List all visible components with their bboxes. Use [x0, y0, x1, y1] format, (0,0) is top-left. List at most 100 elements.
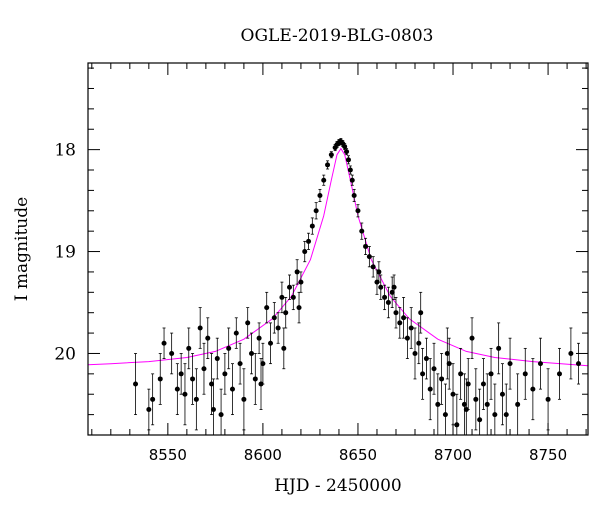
- x-tick-label: 8700: [434, 446, 472, 464]
- data-point: [530, 358, 536, 421]
- data-point: [222, 353, 228, 395]
- data-point: [420, 347, 426, 400]
- y-tick-label: 19: [54, 243, 76, 263]
- data-point: [169, 332, 175, 375]
- data-point: [446, 337, 452, 390]
- y-tick-label: 18: [54, 141, 76, 161]
- data-point: [393, 297, 399, 329]
- data-point: [427, 358, 433, 421]
- data-point: [444, 327, 450, 380]
- data-points-layer: [133, 138, 581, 436]
- data-point: [359, 222, 365, 240]
- model-curve-layer: [87, 147, 589, 367]
- data-point: [133, 353, 139, 416]
- data-point: [302, 240, 308, 263]
- x-tick-label: 8750: [529, 446, 567, 464]
- data-point: [342, 143, 348, 151]
- data-point: [349, 174, 355, 186]
- data-point: [214, 337, 220, 380]
- data-point: [321, 174, 327, 186]
- data-point: [229, 363, 235, 416]
- data-point: [515, 373, 521, 436]
- data-point: [210, 378, 216, 436]
- data-point: [226, 327, 232, 370]
- data-point: [408, 307, 414, 349]
- data-point: [178, 353, 184, 395]
- data-point: [344, 148, 350, 156]
- data-point: [431, 342, 437, 395]
- data-point: [503, 383, 509, 436]
- data-point: [328, 151, 334, 159]
- data-point: [313, 202, 319, 220]
- data-point: [351, 188, 357, 203]
- data-point: [488, 347, 494, 400]
- data-point: [209, 353, 215, 416]
- data-point: [201, 342, 207, 395]
- data-point: [507, 337, 513, 390]
- data-point: [575, 342, 581, 385]
- data-point: [294, 259, 300, 285]
- data-point: [283, 297, 289, 329]
- data-point: [317, 188, 323, 203]
- data-point: [401, 297, 407, 339]
- x-tick-label: 8550: [149, 446, 187, 464]
- x-axis-label: HJD - 2450000: [274, 476, 402, 496]
- data-point: [391, 274, 397, 300]
- data-point: [186, 327, 192, 370]
- data-point: [568, 327, 574, 380]
- data-point: [241, 368, 247, 431]
- data-point: [197, 307, 203, 349]
- data-point: [296, 291, 302, 324]
- data-point: [499, 363, 505, 426]
- data-point: [275, 312, 281, 344]
- data-point: [258, 358, 264, 410]
- data-point: [174, 363, 180, 416]
- data-point: [374, 269, 380, 295]
- data-point: [298, 271, 304, 293]
- data-point: [412, 327, 418, 380]
- model-fit-curve: [87, 147, 589, 367]
- data-point: [182, 363, 188, 426]
- data-point: [271, 302, 277, 334]
- data-point: [469, 317, 475, 359]
- data-point: [370, 256, 376, 278]
- data-point: [522, 347, 528, 400]
- axes-layer: 8550 8600 8650 8700 8750 18 19 20: [54, 63, 588, 464]
- data-point: [439, 353, 445, 405]
- data-point: [382, 284, 388, 311]
- data-point: [245, 307, 251, 339]
- data-point: [193, 368, 199, 431]
- data-point: [268, 322, 274, 365]
- data-point: [463, 378, 469, 436]
- data-point: [287, 274, 293, 300]
- data-point: [281, 327, 287, 370]
- data-point: [389, 276, 395, 309]
- data-point: [325, 160, 331, 170]
- data-point: [309, 217, 315, 235]
- data-point: [150, 373, 156, 426]
- data-point: [366, 246, 372, 268]
- data-point: [473, 368, 479, 431]
- chart-title: OGLE-2019-BLG-0803: [241, 26, 434, 46]
- data-point: [496, 322, 502, 375]
- data-point: [306, 232, 312, 250]
- data-point: [279, 281, 285, 314]
- data-point: [556, 347, 562, 400]
- data-point: [248, 332, 254, 375]
- data-point: [205, 317, 211, 359]
- data-point: [252, 353, 258, 405]
- data-point: [378, 274, 384, 300]
- data-point: [161, 327, 167, 359]
- plot-frame: [87, 62, 589, 436]
- data-point: [256, 322, 262, 354]
- data-point: [290, 284, 296, 311]
- data-point: [537, 337, 543, 390]
- data-point: [237, 342, 243, 385]
- data-point: [480, 358, 486, 410]
- data-point: [345, 155, 351, 165]
- data-point: [376, 261, 382, 283]
- data-point: [385, 286, 391, 319]
- data-point: [458, 347, 464, 400]
- data-point: [190, 353, 196, 405]
